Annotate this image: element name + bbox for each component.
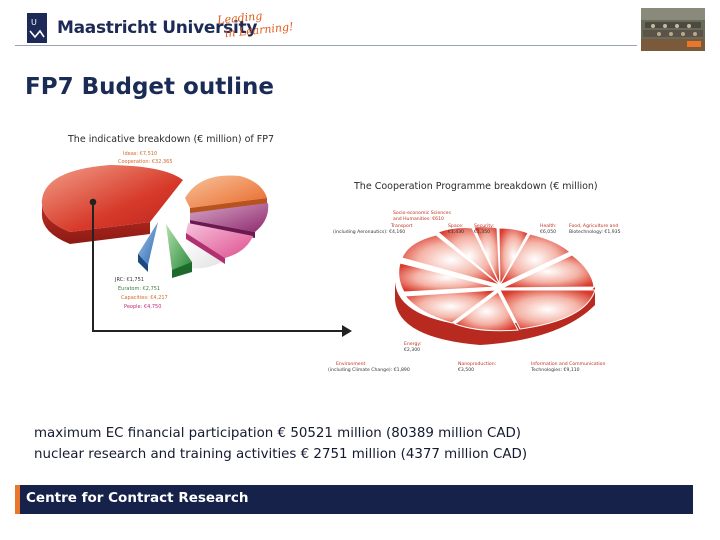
label-energy: Energy: xyxy=(404,341,422,347)
label-ssh-value: and Humanities: €610 xyxy=(393,216,444,222)
label-energy-value: €2,300 xyxy=(404,347,420,353)
label-health: Health: xyxy=(540,223,557,229)
label-ict: Information and Communication xyxy=(531,361,605,367)
university-logo: U xyxy=(27,13,47,43)
label-space-value: €1,430 xyxy=(448,229,464,235)
footer-accent xyxy=(15,485,20,514)
label-security-value: €1,350 xyxy=(474,229,490,235)
label-space: Space: xyxy=(448,223,464,229)
label-food-value: Biotechnology: €1,935 xyxy=(569,229,621,235)
budget-caption: maximum EC financial participation € 505… xyxy=(34,423,527,465)
label-ssh: Socio-economic Sciences xyxy=(393,210,452,216)
legend-jrc: JRC: €1,751 xyxy=(114,277,144,283)
legend-people: People: €4,750 xyxy=(124,304,161,310)
label-transport-value: (including Aeronautics): €4,160 xyxy=(333,229,405,235)
connector-arrow xyxy=(89,198,352,337)
header-divider xyxy=(15,45,637,46)
right-chart-title: The Cooperation Programme breakdown (€ m… xyxy=(353,181,598,192)
label-environment: Environment xyxy=(336,361,366,367)
slice-blue xyxy=(138,222,158,272)
lecture-hall-photo xyxy=(641,8,705,51)
slice-capacities xyxy=(186,223,253,264)
legend-ideas: Ideas: €7,510 xyxy=(123,151,157,157)
label-nanoproduction: Nanoproduction: xyxy=(458,361,497,367)
slide-title: FP7 Budget outline xyxy=(25,74,274,100)
cooperation-pie xyxy=(395,226,596,345)
legend-cooperation: Cooperation: €32,365 xyxy=(118,159,173,165)
footer-title: Centre for Contract Research xyxy=(26,490,249,506)
slice-euratom xyxy=(166,224,192,278)
brand-name: Maastricht University xyxy=(57,18,258,38)
footer-bar xyxy=(15,485,693,514)
label-security: Security: xyxy=(474,223,495,229)
legend-euratom: Euratom: €2,751 xyxy=(118,286,160,292)
label-health-value: €6,050 xyxy=(540,229,556,235)
left-chart-title: The indicative breakdown (€ million) of … xyxy=(67,134,274,145)
label-nanoproduction-value: €3,500 xyxy=(458,367,474,373)
label-transport: Transport xyxy=(390,223,413,229)
slice-jrc xyxy=(184,238,222,269)
svg-text:U: U xyxy=(31,18,37,27)
label-food: Food, Agriculture and xyxy=(569,223,618,229)
legend-capacities: Capacities: €4,217 xyxy=(121,295,168,301)
caption-line-1: maximum EC financial participation € 505… xyxy=(34,426,522,441)
label-ict-value: Technologies: €9,110 xyxy=(530,367,580,373)
slice-cooperation xyxy=(41,165,183,244)
caption-line-2: nuclear research and training activities… xyxy=(34,447,528,462)
label-environment-value: (including Climate Change): €1,890 xyxy=(328,367,410,373)
